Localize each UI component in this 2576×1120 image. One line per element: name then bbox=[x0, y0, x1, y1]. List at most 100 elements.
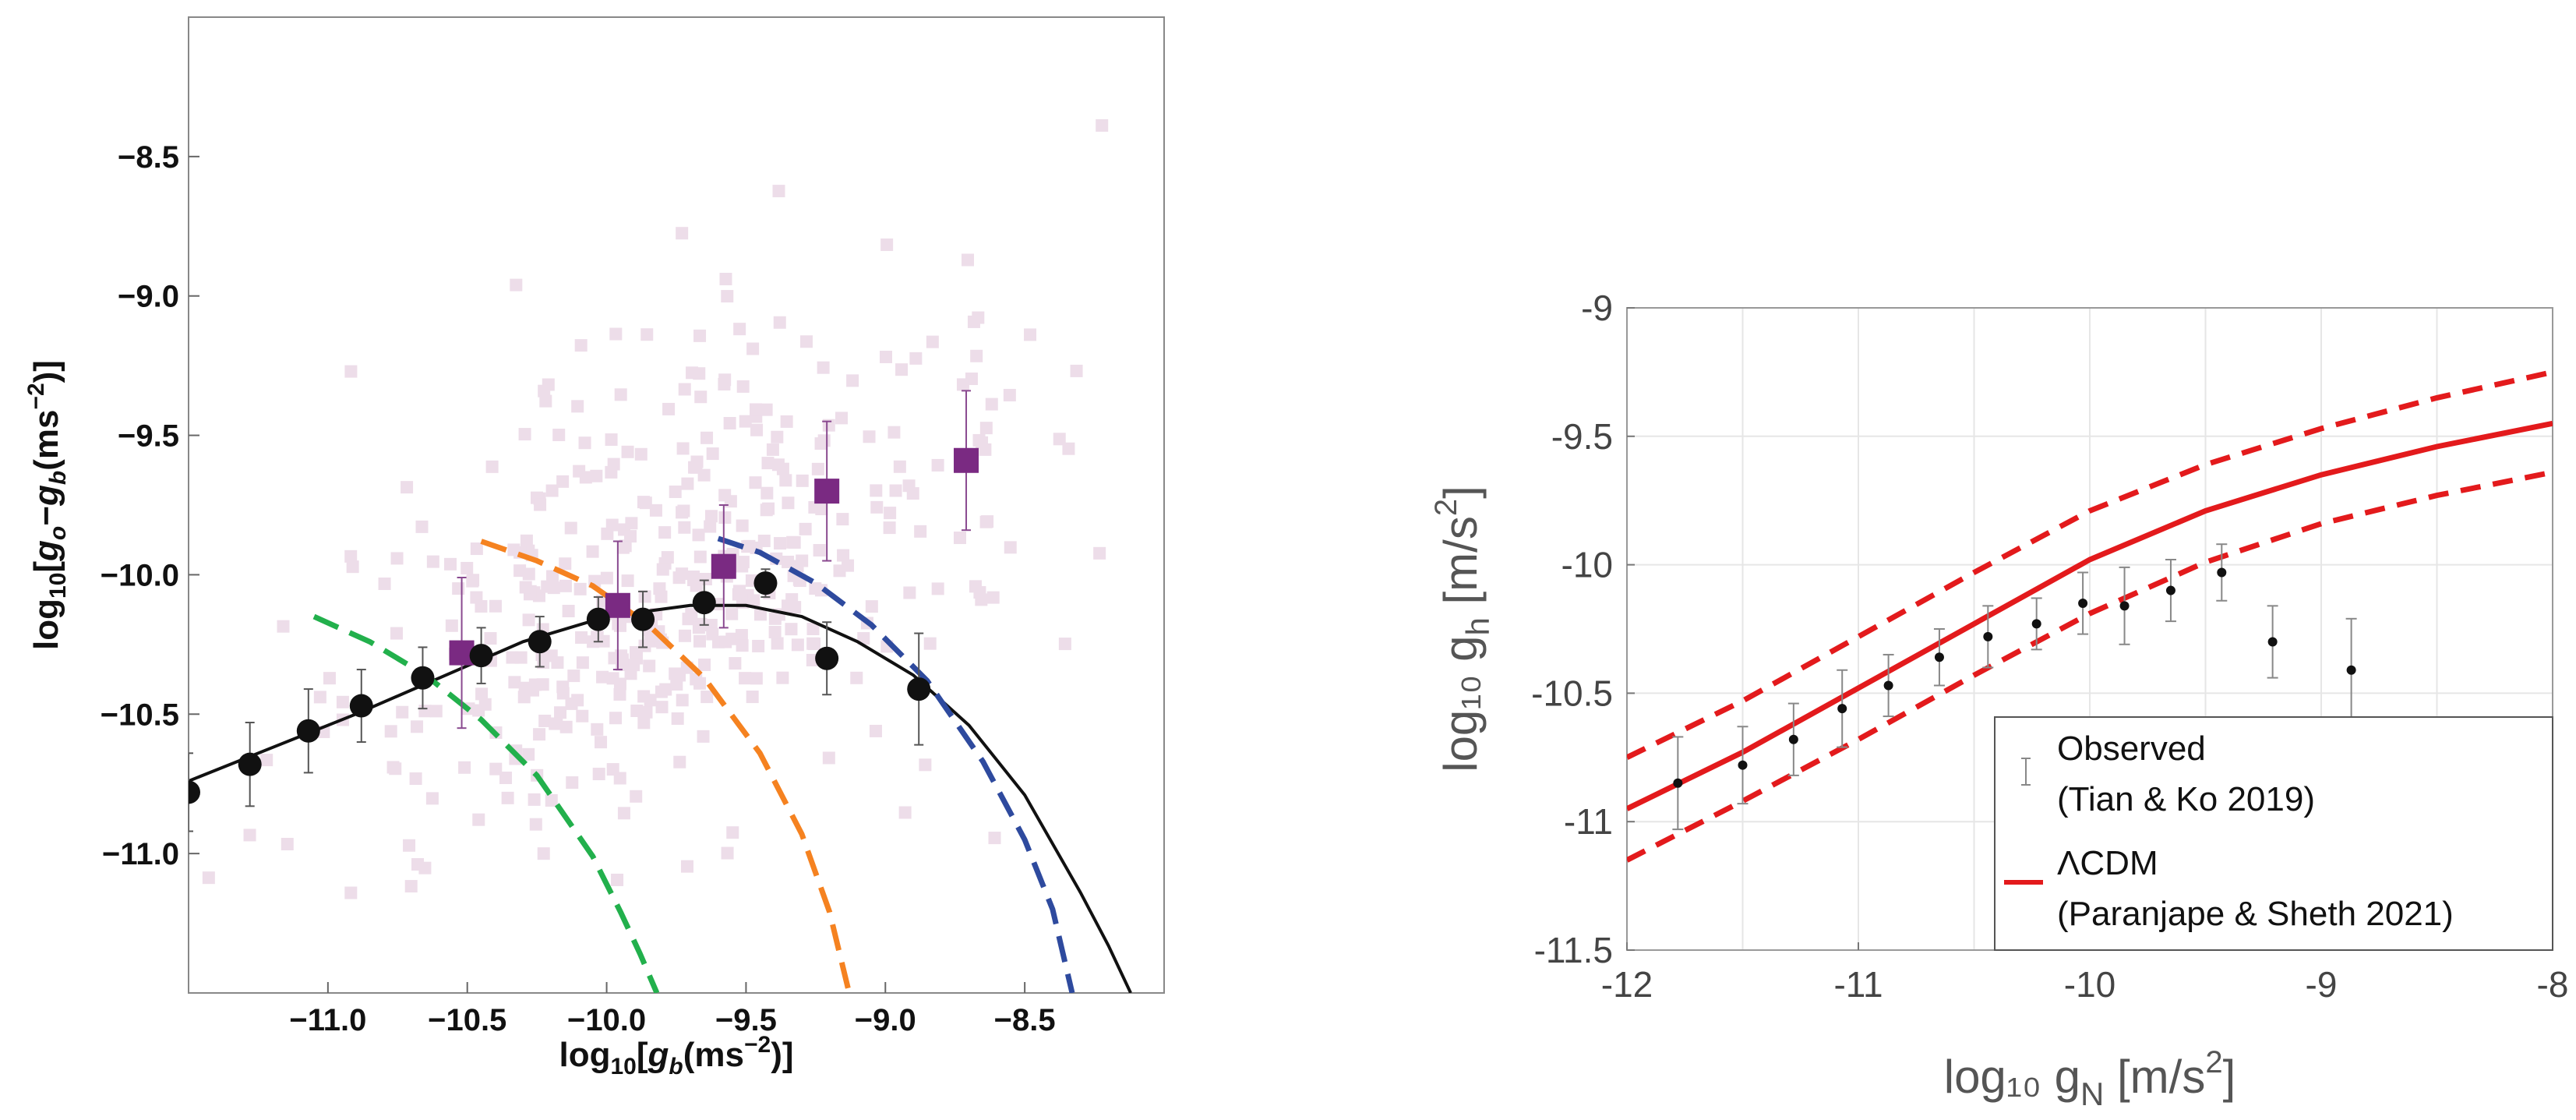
background-point bbox=[639, 496, 652, 510]
left-y-tick-label: −10.0 bbox=[101, 558, 179, 592]
background-point bbox=[596, 670, 609, 684]
legend-box bbox=[1994, 716, 2553, 951]
background-point bbox=[754, 608, 768, 621]
background-point bbox=[643, 659, 656, 673]
background-point bbox=[697, 468, 711, 482]
observed-point bbox=[1934, 652, 1944, 662]
right-y-tick-label: -11 bbox=[1564, 801, 1613, 842]
background-point bbox=[726, 826, 739, 839]
background-point bbox=[591, 631, 604, 644]
background-point bbox=[613, 619, 626, 632]
background-point bbox=[766, 443, 779, 456]
background-point bbox=[630, 705, 644, 718]
background-point bbox=[613, 677, 626, 691]
background-point bbox=[718, 373, 732, 387]
background-point bbox=[426, 555, 439, 568]
background-point bbox=[746, 691, 759, 704]
background-point bbox=[384, 725, 397, 738]
background-point bbox=[658, 526, 672, 539]
background-point bbox=[931, 458, 944, 472]
background-point bbox=[680, 860, 693, 873]
lcdm-solid-curve bbox=[1627, 420, 2553, 811]
background-point bbox=[609, 327, 623, 341]
background-point bbox=[554, 706, 567, 719]
background-point bbox=[985, 397, 998, 411]
background-point bbox=[386, 761, 400, 774]
background-point bbox=[692, 621, 705, 634]
purple-square-point bbox=[605, 592, 630, 618]
background-point bbox=[723, 417, 736, 430]
right-x-tick-label: -8 bbox=[2537, 964, 2569, 1005]
background-point bbox=[565, 697, 578, 710]
observed-point bbox=[2267, 637, 2278, 647]
background-point bbox=[923, 637, 937, 650]
background-point bbox=[750, 403, 763, 416]
background-point bbox=[782, 555, 795, 568]
background-point bbox=[564, 521, 577, 535]
background-point bbox=[842, 559, 855, 572]
legend-observed-source: (Tian & Ko 2019) bbox=[2057, 780, 2315, 818]
background-point bbox=[466, 574, 479, 588]
background-point bbox=[649, 503, 662, 517]
background-point bbox=[508, 676, 521, 689]
right-x-tick-label: -10 bbox=[2064, 964, 2115, 1005]
observed-point bbox=[2078, 599, 2088, 609]
background-point bbox=[760, 503, 773, 517]
background-point bbox=[484, 632, 497, 645]
right-y-ticks: -11.5 -11 -10.5 -10 -9.5 -9 bbox=[1531, 288, 1635, 970]
background-point bbox=[736, 519, 749, 532]
background-point bbox=[690, 455, 704, 468]
background-point bbox=[780, 415, 793, 428]
background-point bbox=[522, 567, 535, 581]
background-point bbox=[739, 672, 752, 685]
black-circle-point bbox=[528, 630, 552, 654]
background-point bbox=[396, 705, 409, 719]
background-point bbox=[693, 634, 706, 648]
background-point bbox=[567, 670, 580, 683]
left-y-axis-label: log10[go−gb(ms−2)] bbox=[23, 360, 71, 650]
background-point bbox=[815, 503, 828, 516]
background-point bbox=[281, 838, 294, 851]
left-x-ticks: −11.0 −10.5 −10.0 −9.5 −9.0 −8.5 bbox=[289, 982, 1056, 1037]
background-point bbox=[571, 400, 584, 413]
background-point bbox=[638, 590, 651, 603]
background-point bbox=[536, 678, 549, 691]
background-point bbox=[694, 390, 708, 404]
background-point bbox=[625, 517, 638, 530]
background-point bbox=[906, 487, 919, 500]
background-point bbox=[630, 790, 643, 803]
background-point bbox=[736, 556, 750, 569]
background-point bbox=[489, 599, 502, 613]
background-point bbox=[850, 671, 863, 684]
background-point bbox=[1024, 328, 1037, 341]
background-point bbox=[499, 772, 513, 785]
background-point bbox=[429, 705, 443, 718]
background-point bbox=[725, 607, 739, 620]
background-point bbox=[541, 580, 554, 593]
background-point bbox=[760, 486, 774, 500]
background-point bbox=[556, 687, 570, 700]
lcdm-lower-dashed bbox=[1627, 469, 2553, 863]
background-point bbox=[779, 474, 792, 487]
background-point bbox=[418, 861, 432, 874]
background-point bbox=[837, 549, 850, 562]
background-point bbox=[475, 687, 489, 701]
background-point bbox=[634, 447, 648, 461]
left-y-tick-label: −8.5 bbox=[118, 140, 179, 175]
background-point bbox=[323, 672, 336, 685]
background-point bbox=[962, 253, 975, 267]
background-point bbox=[574, 339, 588, 352]
black-circle-point bbox=[349, 694, 373, 718]
observed-point bbox=[1738, 760, 1748, 770]
background-point bbox=[344, 549, 358, 563]
background-point bbox=[539, 394, 552, 408]
right-legend: Observed (Tian & Ko 2019) ΛCDM (Paranjape &… bbox=[1994, 716, 2553, 951]
background-point bbox=[673, 755, 686, 768]
background-point bbox=[545, 793, 558, 807]
observed-point bbox=[2346, 665, 2356, 675]
background-point bbox=[967, 315, 980, 328]
right-y-tick-label: -9 bbox=[1581, 288, 1613, 328]
background-point bbox=[445, 619, 458, 632]
background-point bbox=[624, 530, 637, 543]
purple-square-point bbox=[711, 553, 736, 579]
